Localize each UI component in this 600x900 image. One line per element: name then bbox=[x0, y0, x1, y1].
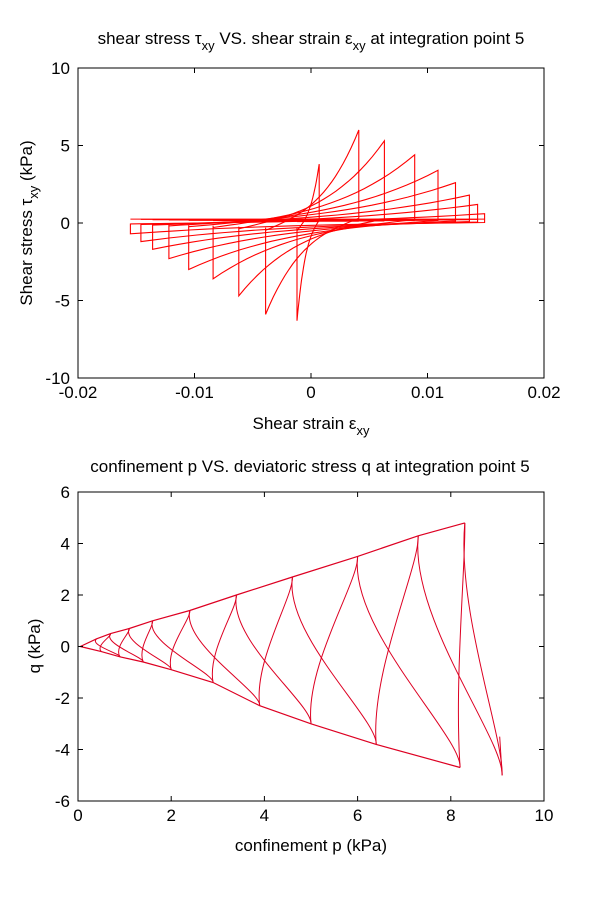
x-tick-label: 6 bbox=[353, 806, 362, 825]
axis-ticks: 0 2 4 6 8 10 -6 -4 -2 0 2 4 6 bbox=[55, 483, 554, 825]
x-tick-label: 0.02 bbox=[527, 383, 560, 402]
unloading-path bbox=[463, 522, 503, 776]
x-axis-label: Shear strain εxy bbox=[253, 414, 370, 438]
reloading-path bbox=[118, 628, 130, 658]
chart-shear-stress-strain: shear stress τxy VS. shear strain εxy at… bbox=[17, 29, 561, 438]
y-axis-label: q (kPa) bbox=[25, 619, 44, 674]
lower-envelope bbox=[80, 645, 461, 769]
x-tick-label: 4 bbox=[260, 806, 269, 825]
unloading-path bbox=[189, 610, 261, 706]
x-tick-label: 0 bbox=[73, 806, 82, 825]
x-tick-label: 10 bbox=[535, 806, 554, 825]
tail-segment bbox=[499, 736, 503, 776]
unloading-path bbox=[235, 594, 312, 724]
reloading-path bbox=[457, 522, 466, 768]
y-tick-label: -2 bbox=[55, 689, 70, 708]
reloading-path bbox=[258, 576, 293, 706]
x-tick-label: -0.02 bbox=[59, 383, 98, 402]
chart-p-q: confinement p VS. deviatoric stress q at… bbox=[25, 457, 553, 855]
unloading-path bbox=[417, 535, 503, 776]
x-axis-label: confinement p (kPa) bbox=[235, 836, 387, 855]
y-tick-label: -10 bbox=[45, 369, 70, 388]
x-tick-label: 8 bbox=[446, 806, 455, 825]
y-tick-label: -4 bbox=[55, 741, 70, 760]
x-tick-label: -0.01 bbox=[175, 383, 214, 402]
reloading-path bbox=[211, 594, 237, 683]
x-tick-label: 2 bbox=[166, 806, 175, 825]
y-tick-label: 5 bbox=[61, 137, 70, 156]
y-tick-label: 2 bbox=[61, 586, 70, 605]
y-axis-label: Shear stress τxy (kPa) bbox=[17, 140, 41, 305]
reloading-path bbox=[375, 535, 419, 745]
plot-area bbox=[129, 129, 486, 321]
x-tick-label: 0.01 bbox=[411, 383, 444, 402]
y-tick-label: 6 bbox=[61, 483, 70, 502]
chart-title: shear stress τxy VS. shear strain εxy at… bbox=[98, 29, 525, 53]
unloading-path bbox=[94, 638, 121, 658]
chart-title: confinement p VS. deviatoric stress q at… bbox=[90, 457, 529, 476]
y-tick-label: -6 bbox=[55, 792, 70, 811]
axis-ticks: -0.02 -0.01 0 0.01 0.02 -10 -5 0 5 10 bbox=[45, 59, 560, 402]
x-tick-label: 0 bbox=[306, 383, 315, 402]
plot-area bbox=[80, 522, 503, 776]
y-tick-label: 4 bbox=[61, 535, 70, 554]
unloading-path bbox=[151, 620, 214, 683]
hysteresis-loop bbox=[296, 164, 320, 321]
reloading-path bbox=[310, 556, 359, 724]
y-tick-label: 10 bbox=[51, 59, 70, 78]
y-tick-label: 0 bbox=[61, 214, 70, 233]
y-tick-label: -5 bbox=[55, 292, 70, 311]
unloading-path bbox=[128, 628, 172, 671]
unloading-path bbox=[291, 576, 377, 745]
unloading-path bbox=[356, 556, 461, 768]
reloading-path bbox=[141, 620, 154, 663]
hysteresis-loop bbox=[238, 139, 385, 298]
axes-frame bbox=[77, 491, 545, 802]
hysteresis-loop bbox=[265, 129, 360, 315]
y-tick-label: 0 bbox=[61, 638, 70, 657]
